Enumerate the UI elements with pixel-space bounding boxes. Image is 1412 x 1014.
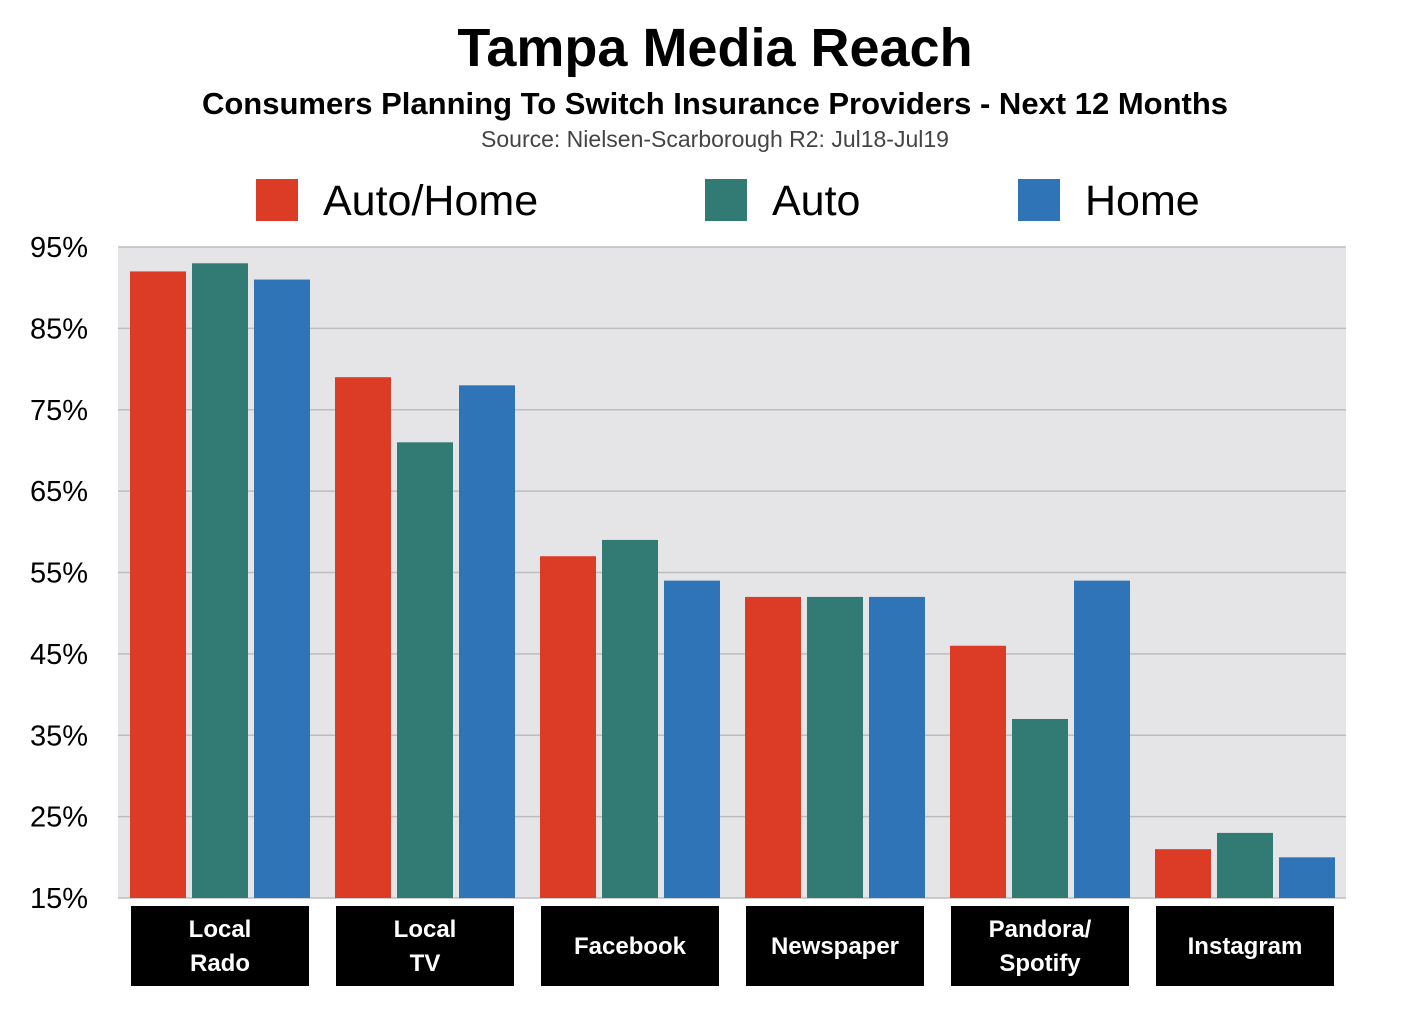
legend-item-auto: Auto (705, 177, 860, 225)
y-tick-label: 55% (30, 558, 88, 590)
chart-source: Source: Nielsen-Scarborough R2: Jul18-Ju… (481, 126, 949, 152)
bar-auto-home-5 (1155, 849, 1211, 898)
category-label-0: Local Rado (131, 906, 309, 986)
category-label-box (336, 906, 514, 986)
category-label-text: Facebook (574, 933, 687, 960)
y-tick-label: 95% (30, 232, 88, 264)
bar-auto-1 (397, 442, 453, 898)
bar-auto-0 (192, 263, 248, 898)
category-label-2: Facebook (541, 906, 719, 986)
bar-home-4 (1074, 580, 1130, 898)
y-tick-label: 45% (30, 639, 88, 671)
legend-label: Home (1085, 177, 1200, 225)
y-tick-label: 25% (30, 802, 88, 834)
bar-auto-home-2 (540, 556, 596, 898)
category-label-text: Spotify (999, 950, 1081, 977)
bar-auto-home-1 (335, 377, 391, 898)
legend-swatch (1018, 179, 1060, 221)
category-label-box (541, 906, 719, 986)
chart-legend: Auto/Home Auto Home (256, 177, 1200, 225)
category-label-text: Instagram (1188, 933, 1303, 960)
y-tick-label: 35% (30, 720, 88, 752)
legend-item-auto-home: Auto/Home (256, 177, 538, 225)
legend-swatch (256, 179, 298, 221)
chart-title: Tampa Media Reach (457, 18, 972, 78)
category-label-box (1156, 906, 1334, 986)
category-label-4: Pandora/Spotify (951, 906, 1129, 986)
bar-auto-home-0 (130, 271, 186, 899)
category-label-text: Local (189, 916, 252, 943)
bar-home-2 (664, 580, 720, 898)
category-label-box (131, 906, 309, 986)
bar-auto-5 (1217, 832, 1273, 898)
y-tick-label: 15% (30, 883, 88, 915)
y-tick-label: 85% (30, 313, 88, 345)
legend-label: Auto (772, 177, 860, 225)
legend-item-home: Home (1018, 177, 1200, 225)
category-label-text: Rado (190, 950, 250, 977)
bar-home-1 (459, 385, 515, 898)
bar-auto-home-4 (950, 645, 1006, 898)
y-axis-ticks: 15% 25% 35% 45% 55% 65% 75% 85% 95% (30, 232, 88, 915)
chart-subtitle: Consumers Planning To Switch Insurance P… (202, 86, 1228, 121)
y-tick-label: 75% (30, 395, 88, 427)
bar-auto-3 (807, 596, 863, 898)
legend-label: Auto/Home (323, 177, 538, 225)
bar-auto-4 (1012, 718, 1068, 898)
bar-auto-home-3 (745, 596, 801, 898)
category-label-text: Local (394, 916, 457, 943)
y-tick-label: 65% (30, 476, 88, 508)
category-label-text: Pandora/ (989, 916, 1092, 943)
category-label-3: Newspaper (746, 906, 924, 986)
category-label-5: Instagram (1156, 906, 1334, 986)
category-labels: Local Rado Local TV Facebook Newspaper Pandora… (131, 906, 1334, 986)
category-label-box (746, 906, 924, 986)
category-label-1: Local TV (336, 906, 514, 986)
bar-home-5 (1279, 857, 1335, 898)
legend-swatch (705, 179, 747, 221)
bars (130, 263, 1335, 899)
category-label-text: Newspaper (771, 933, 899, 960)
gridlines (118, 246, 1346, 899)
category-label-box (951, 906, 1129, 986)
bar-home-0 (254, 279, 310, 898)
bar-home-3 (869, 596, 925, 898)
category-label-text: TV (410, 950, 441, 977)
bar-auto-2 (602, 539, 658, 898)
